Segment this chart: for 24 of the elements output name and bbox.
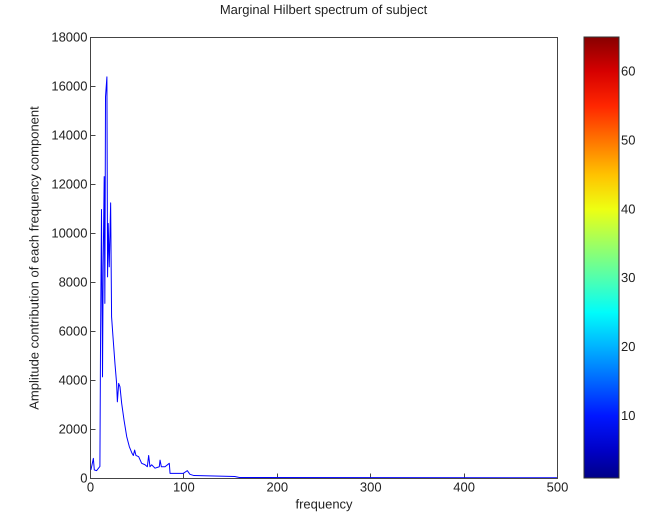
y-tick-label: 16000 [51,78,88,94]
x-tick-label: 200 [266,480,288,494]
x-tick-label: 500 [546,480,568,494]
x-tick-label: 100 [173,480,195,494]
y-tick-label: 14000 [51,128,88,142]
y-tick-label: 12000 [51,176,88,192]
y-tick-label: 6000 [58,324,88,338]
color-bar-label: 60 [621,63,636,78]
y-tick-label: 18000 [51,30,88,44]
chart-title: Marginal Hilbert spectrum of subject [220,2,428,17]
line-series [90,76,557,478]
color-bar-label: 20 [621,339,636,354]
color-bar-label: 40 [621,201,636,216]
color-bar-label: 50 [621,132,636,148]
y-tick-label: 10000 [51,226,88,240]
x-axis-title: frequency [295,496,354,512]
y-tick-label: 8000 [58,274,88,290]
x-tick-label: 400 [453,480,475,494]
y-tick-label: 2000 [58,422,88,436]
y-tick-label: 4000 [58,372,88,388]
y-axis-title: Amplitude contribution of each frequency component [26,106,42,410]
color-bar-label: 10 [621,408,636,423]
color-bar-label: 30 [621,270,636,286]
x-tick-label: 300 [360,480,382,494]
